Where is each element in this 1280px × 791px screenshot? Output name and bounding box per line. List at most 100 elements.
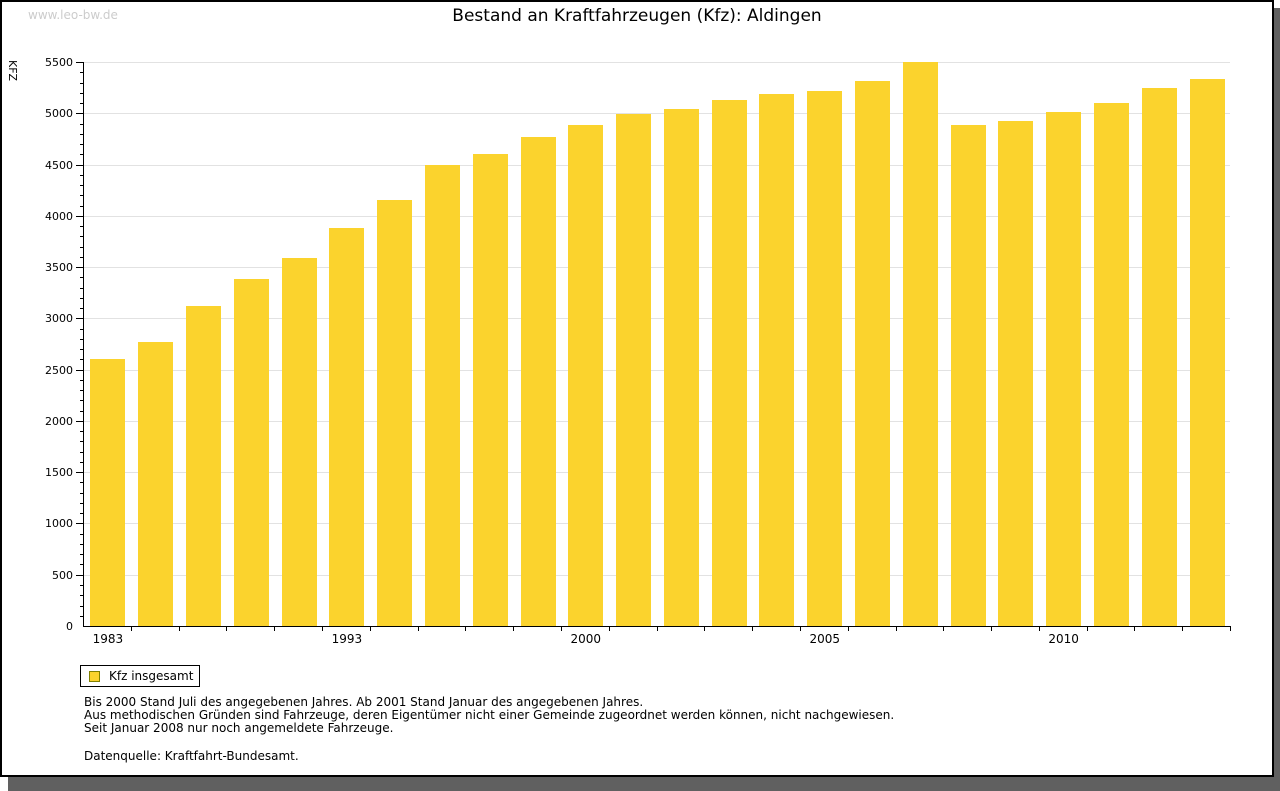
y-minor-tick-3200	[80, 297, 84, 299]
x-tick-8	[465, 626, 467, 631]
y-major-tick-3500	[76, 267, 84, 269]
x-tick-label-2010: 2010	[1048, 632, 1079, 646]
y-minor-tick-2700	[80, 349, 84, 351]
watermark: www.leo-bw.de	[28, 8, 118, 22]
bar-22	[1094, 103, 1130, 626]
bar-17	[855, 80, 891, 626]
y-minor-tick-2900	[80, 328, 84, 330]
x-tick-6	[369, 626, 371, 631]
gridline-500	[84, 574, 1230, 576]
y-tick-label-5000: 5000	[45, 107, 73, 121]
y-tick-label-2500: 2500	[45, 363, 73, 377]
bar-4	[233, 279, 269, 626]
x-tick-13	[704, 626, 706, 631]
y-major-tick-2000	[76, 420, 84, 422]
x-tick-9	[513, 626, 515, 631]
y-minor-tick-1100	[80, 513, 84, 515]
y-major-tick-5500	[76, 62, 84, 63]
legend-label: Kfz insgesamt	[109, 669, 194, 683]
y-minor-tick-1200	[80, 502, 84, 504]
y-minor-tick-5400	[80, 72, 84, 74]
footnote-line: Seit Januar 2008 nur noch angemeldete Fa…	[84, 721, 394, 735]
bar-10	[520, 136, 556, 626]
y-tick-label-2000: 2000	[45, 414, 73, 428]
y-tick-label-4000: 4000	[45, 209, 73, 223]
y-minor-tick-2200	[80, 400, 84, 402]
y-major-tick-2500	[76, 369, 84, 371]
x-tick-18	[943, 626, 945, 631]
y-minor-tick-4900	[80, 123, 84, 125]
y-minor-tick-4400	[80, 174, 84, 176]
y-major-tick-1500	[76, 472, 84, 474]
x-tick-4	[274, 626, 276, 631]
gridline-4500	[84, 164, 1230, 166]
y-minor-tick-3300	[80, 287, 84, 289]
y-minor-tick-4100	[80, 205, 84, 207]
gridline-5500	[84, 62, 1230, 63]
y-minor-tick-700	[80, 554, 84, 556]
y-minor-tick-100	[80, 615, 84, 617]
bar-5	[281, 257, 317, 626]
y-minor-tick-4200	[80, 195, 84, 197]
x-tick-3	[226, 626, 228, 631]
y-major-tick-1000	[76, 523, 84, 525]
y-minor-tick-2600	[80, 359, 84, 361]
y-minor-tick-2400	[80, 379, 84, 381]
x-tick-22	[1134, 626, 1136, 631]
x-tick-2	[178, 626, 180, 631]
y-minor-tick-4600	[80, 154, 84, 156]
x-tick-24	[1230, 626, 1231, 631]
plot-area: 0 500 1000 1500 2000 2500 3000 3500 4000 4500 5000…	[45, 56, 1231, 646]
y-minor-tick-3100	[80, 308, 84, 310]
y-tick-label-4500: 4500	[45, 158, 73, 172]
y-minor-tick-600	[80, 564, 84, 566]
y-minor-tick-5100	[80, 103, 84, 105]
bar-16	[807, 90, 843, 626]
y-tick-label-0: 0	[66, 620, 73, 633]
y-tick-label-500: 500	[52, 568, 73, 582]
bar-13	[663, 109, 699, 626]
y-minor-tick-1700	[80, 451, 84, 453]
bar-20	[998, 120, 1034, 626]
y-minor-tick-3700	[80, 246, 84, 248]
y-minor-tick-400	[80, 584, 84, 586]
bar-8	[424, 164, 460, 626]
bar-2	[138, 341, 174, 626]
bar-11	[568, 124, 604, 626]
x-tick-label-1983: 1983	[92, 632, 124, 646]
gridline-1000	[84, 523, 1230, 525]
gridline-3500	[84, 267, 1230, 269]
bar-12	[616, 114, 652, 626]
x-tick-10	[560, 626, 562, 631]
y-minor-tick-4800	[80, 133, 84, 135]
footnote-line: Aus methodischen Gründen sind Fahrzeuge,…	[84, 708, 895, 722]
x-tick-14	[752, 626, 754, 631]
y-minor-tick-1400	[80, 482, 84, 484]
y-minor-tick-1300	[80, 492, 84, 494]
bar-23	[1141, 87, 1177, 626]
y-major-tick-4500	[76, 164, 84, 166]
footnotes: Bis 2000 Stand Juli des angegebenen Jahr…	[84, 696, 894, 735]
x-tick-5	[322, 626, 323, 631]
y-major-tick-500	[76, 574, 84, 576]
bar-3	[185, 306, 221, 626]
y-tick-label-5500: 5500	[45, 56, 73, 69]
y-minor-tick-200	[80, 605, 84, 607]
bar-6	[329, 228, 365, 626]
bar-1	[90, 359, 126, 626]
x-tick-7	[417, 626, 419, 631]
x-tick-23	[1182, 626, 1184, 631]
bar-21	[1046, 112, 1082, 626]
x-tick-label-2000: 2000	[570, 632, 602, 646]
x-tick-20	[1038, 626, 1040, 631]
bar-18	[902, 62, 938, 626]
legend-swatch-kfz-insgesamt	[89, 670, 100, 682]
x-tick-label-1993: 1993	[331, 632, 363, 646]
y-major-tick-3000	[76, 318, 84, 320]
y-minor-tick-300	[80, 595, 84, 597]
y-axis-title: KFZ	[6, 60, 19, 82]
y-minor-tick-3400	[80, 277, 84, 279]
y-tick-label-3000: 3000	[45, 312, 73, 326]
y-minor-tick-900	[80, 533, 84, 535]
